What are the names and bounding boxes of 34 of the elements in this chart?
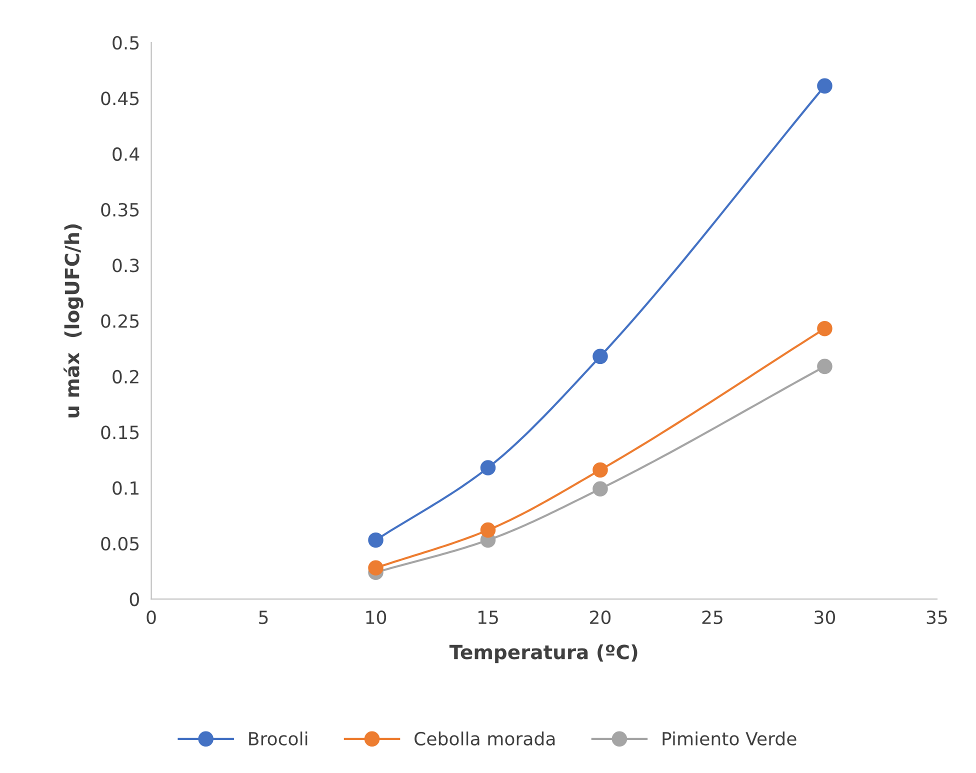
y-tick-label: 0.1 — [112, 481, 138, 495]
x-tick-label: 35 — [926, 610, 947, 624]
y-tick-label: 0.2 — [112, 370, 138, 384]
y-tick-label: 0.5 — [112, 36, 139, 50]
y-tick-label: 0.05 — [101, 536, 139, 551]
y-tick-label: 0.45 — [101, 92, 139, 106]
x-tick-label: 20 — [590, 610, 611, 624]
legend-label: Cebolla morada — [414, 732, 555, 746]
y-tick-label: 0.25 — [101, 314, 139, 328]
legend-label: Pimiento Verde — [662, 732, 796, 746]
point — [592, 348, 608, 364]
y-tick-label: 0 — [130, 592, 139, 606]
x-tick-label: 5 — [259, 610, 268, 624]
x-tick-label: 15 — [478, 610, 498, 624]
point — [480, 522, 496, 538]
y-tick-label: 0.15 — [101, 426, 139, 440]
y-tick-label: 0.3 — [112, 258, 139, 272]
y-axis-title: u máx (logUFC/h) — [64, 224, 84, 418]
x-tick-label: 25 — [702, 610, 722, 624]
y-tick-label: 0.4 — [112, 147, 140, 161]
point — [480, 460, 496, 476]
x-tick-label: 30 — [814, 610, 836, 624]
point — [817, 320, 832, 336]
y-tick-label: 0.35 — [101, 202, 139, 217]
point — [592, 462, 608, 478]
x-tick-label: 0 — [146, 610, 156, 624]
point — [592, 481, 608, 497]
x-tick-label: 10 — [366, 610, 386, 624]
point — [368, 560, 384, 576]
legend-label: Brocoli — [249, 732, 308, 746]
point — [368, 532, 384, 548]
point — [817, 358, 832, 374]
x-axis-title: Temperatura (ºC) — [449, 644, 638, 664]
point — [817, 78, 832, 94]
